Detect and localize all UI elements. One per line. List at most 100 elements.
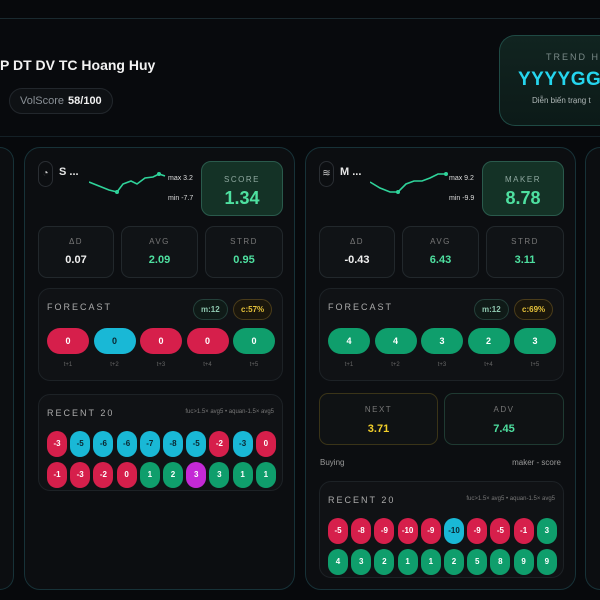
- recent-title: RECENT 20: [328, 495, 396, 505]
- min-label: min -9.9: [449, 195, 475, 202]
- stat-label: STRD: [511, 237, 539, 246]
- trend-label: TREND HI: [546, 52, 600, 62]
- score-value: 8.78: [505, 188, 541, 208]
- sparkline-point: [444, 172, 448, 176]
- recent-hint: fuc>1.5× avg5 • aquan-1.5× avg5: [466, 496, 555, 502]
- stat-strd: STRD 0.95: [205, 226, 283, 278]
- trend-panel: TREND HI YYYYGG Diễn biến trạng t: [499, 35, 600, 126]
- recent-panel: RECENT 20 fuc>1.5× avg5 • aquan-1.5× avg5…: [319, 481, 564, 578]
- recent-pill[interactable]: -8: [163, 431, 183, 457]
- next-box: NEXT 3.71: [319, 393, 438, 445]
- volscore-value: 58/100: [68, 95, 102, 107]
- recent-pill[interactable]: 2: [444, 549, 464, 575]
- recent-pill[interactable]: 9: [513, 549, 534, 575]
- recent-pill[interactable]: 1: [232, 462, 253, 488]
- stat-strd: STRD 3.11: [486, 226, 564, 278]
- recent-pill[interactable]: 4: [328, 549, 348, 575]
- sparkline: [370, 172, 448, 194]
- recent-pill[interactable]: -8: [351, 518, 372, 544]
- recent-pill[interactable]: -7: [139, 431, 160, 457]
- adv-value: 7.45: [493, 423, 515, 435]
- forecast-step-label: t+4: [203, 362, 212, 368]
- recent-pill[interactable]: 8: [490, 549, 511, 575]
- volscore-badge: VolScore 58/100: [9, 88, 113, 114]
- recent-pill[interactable]: -5: [328, 518, 348, 544]
- stat-avg: AVG 6.43: [402, 226, 479, 278]
- stat-label: STRD: [230, 237, 258, 246]
- forecast-panel: FORECAST m:12 c:69% 4 t+1 4 t+2 3 t+3 2 t+4 3 t+5: [319, 288, 564, 381]
- recent-pill[interactable]: 3: [351, 549, 372, 575]
- forecast-pill[interactable]: 0: [47, 328, 89, 354]
- confidence-badge: c:57%: [233, 299, 273, 320]
- volscore-label: VolScore: [20, 95, 65, 107]
- recent-pill[interactable]: 3: [186, 462, 207, 488]
- gauge-icon: ◔: [38, 161, 53, 187]
- recent-pill[interactable]: -9: [467, 518, 488, 544]
- recent-pill[interactable]: 1: [139, 462, 160, 488]
- recent-title: RECENT 20: [47, 408, 115, 418]
- score-label: MAKER: [505, 175, 541, 184]
- trend-subtitle: Diễn biến trạng t: [532, 96, 591, 105]
- recent-pill[interactable]: -6: [116, 431, 137, 457]
- recent-pill[interactable]: 3: [209, 462, 230, 488]
- forecast-step-label: t+5: [530, 362, 540, 368]
- sparkline-point: [157, 172, 161, 176]
- recent-pill[interactable]: -10: [444, 518, 464, 544]
- stat-label: AVG: [149, 237, 170, 246]
- recent-pill[interactable]: -9: [420, 518, 441, 544]
- forecast-pill[interactable]: 0: [140, 328, 182, 354]
- metric-card-score[interactable]: ◔ S ... max 3.2 min -7.7 SCORE 1.34 ΔD 0.07 AVG 2…: [24, 147, 295, 590]
- recent-pill[interactable]: 1: [420, 549, 441, 575]
- stat-δd: ΔD -0.43: [319, 226, 395, 278]
- recent-pill[interactable]: 0: [116, 462, 137, 488]
- recent-pill[interactable]: 9: [536, 549, 557, 575]
- recent-pill[interactable]: -3: [47, 431, 67, 457]
- forecast-pill[interactable]: 3: [514, 328, 556, 354]
- recent-panel: RECENT 20 fuc>1.5× avg5 • aquan-1.5× avg5…: [38, 394, 283, 491]
- recent-pill[interactable]: 2: [374, 549, 395, 575]
- recent-pill[interactable]: -10: [397, 518, 418, 544]
- recent-pill[interactable]: -3: [70, 462, 91, 488]
- partial-card-right: [585, 147, 600, 590]
- recent-pill[interactable]: -1: [513, 518, 534, 544]
- m-badge: m:12: [474, 299, 509, 320]
- min-label: min -7.7: [168, 195, 194, 202]
- recent-pill[interactable]: 3: [536, 518, 557, 544]
- recent-pill[interactable]: -1: [47, 462, 67, 488]
- recent-pill[interactable]: 2: [163, 462, 183, 488]
- sparkline: [89, 172, 166, 194]
- forecast-pill[interactable]: 0: [186, 328, 229, 354]
- recent-pill[interactable]: -3: [232, 431, 253, 457]
- forecast-pill[interactable]: 4: [374, 328, 417, 354]
- forecast-pill[interactable]: 4: [328, 328, 370, 354]
- forecast-step-label: t+1: [344, 362, 354, 368]
- footer-status: Buying: [320, 458, 345, 467]
- recent-pill[interactable]: -2: [209, 431, 230, 457]
- recent-pill[interactable]: -5: [70, 431, 91, 457]
- recent-pill[interactable]: -5: [186, 431, 207, 457]
- score-value: 1.34: [224, 188, 260, 208]
- stat-value: 6.43: [429, 254, 452, 266]
- recent-pill[interactable]: -9: [374, 518, 395, 544]
- m-badge: m:12: [193, 299, 228, 320]
- adv-label: ADV: [493, 405, 515, 414]
- recent-pill[interactable]: -5: [490, 518, 511, 544]
- forecast-step-label: t+4: [484, 362, 493, 368]
- forecast-pill[interactable]: 2: [467, 328, 510, 354]
- forecast-pill[interactable]: 3: [421, 328, 463, 354]
- recent-pill[interactable]: 1: [255, 462, 276, 488]
- stat-label: ΔD: [349, 237, 365, 246]
- recent-pill[interactable]: 5: [467, 549, 488, 575]
- recent-pill[interactable]: 0: [255, 431, 276, 457]
- confidence-badge: c:69%: [514, 299, 554, 320]
- recent-pill[interactable]: 1: [397, 549, 418, 575]
- card-name: S ...: [59, 166, 79, 178]
- forecast-pill[interactable]: 0: [93, 328, 136, 354]
- forecast-pill[interactable]: 0: [233, 328, 275, 354]
- max-label: max 9.2: [449, 175, 474, 182]
- recent-hint: fuc>1.5× avg5 • aquan-1.5× avg5: [185, 409, 274, 415]
- recent-pill[interactable]: -2: [93, 462, 114, 488]
- stat-value: 0.07: [65, 254, 87, 266]
- recent-pill[interactable]: -6: [93, 431, 114, 457]
- metric-card-maker[interactable]: ≋ M ... max 9.2 min -9.9 MAKER 8.78 ΔD -0.43 AVG…: [305, 147, 576, 590]
